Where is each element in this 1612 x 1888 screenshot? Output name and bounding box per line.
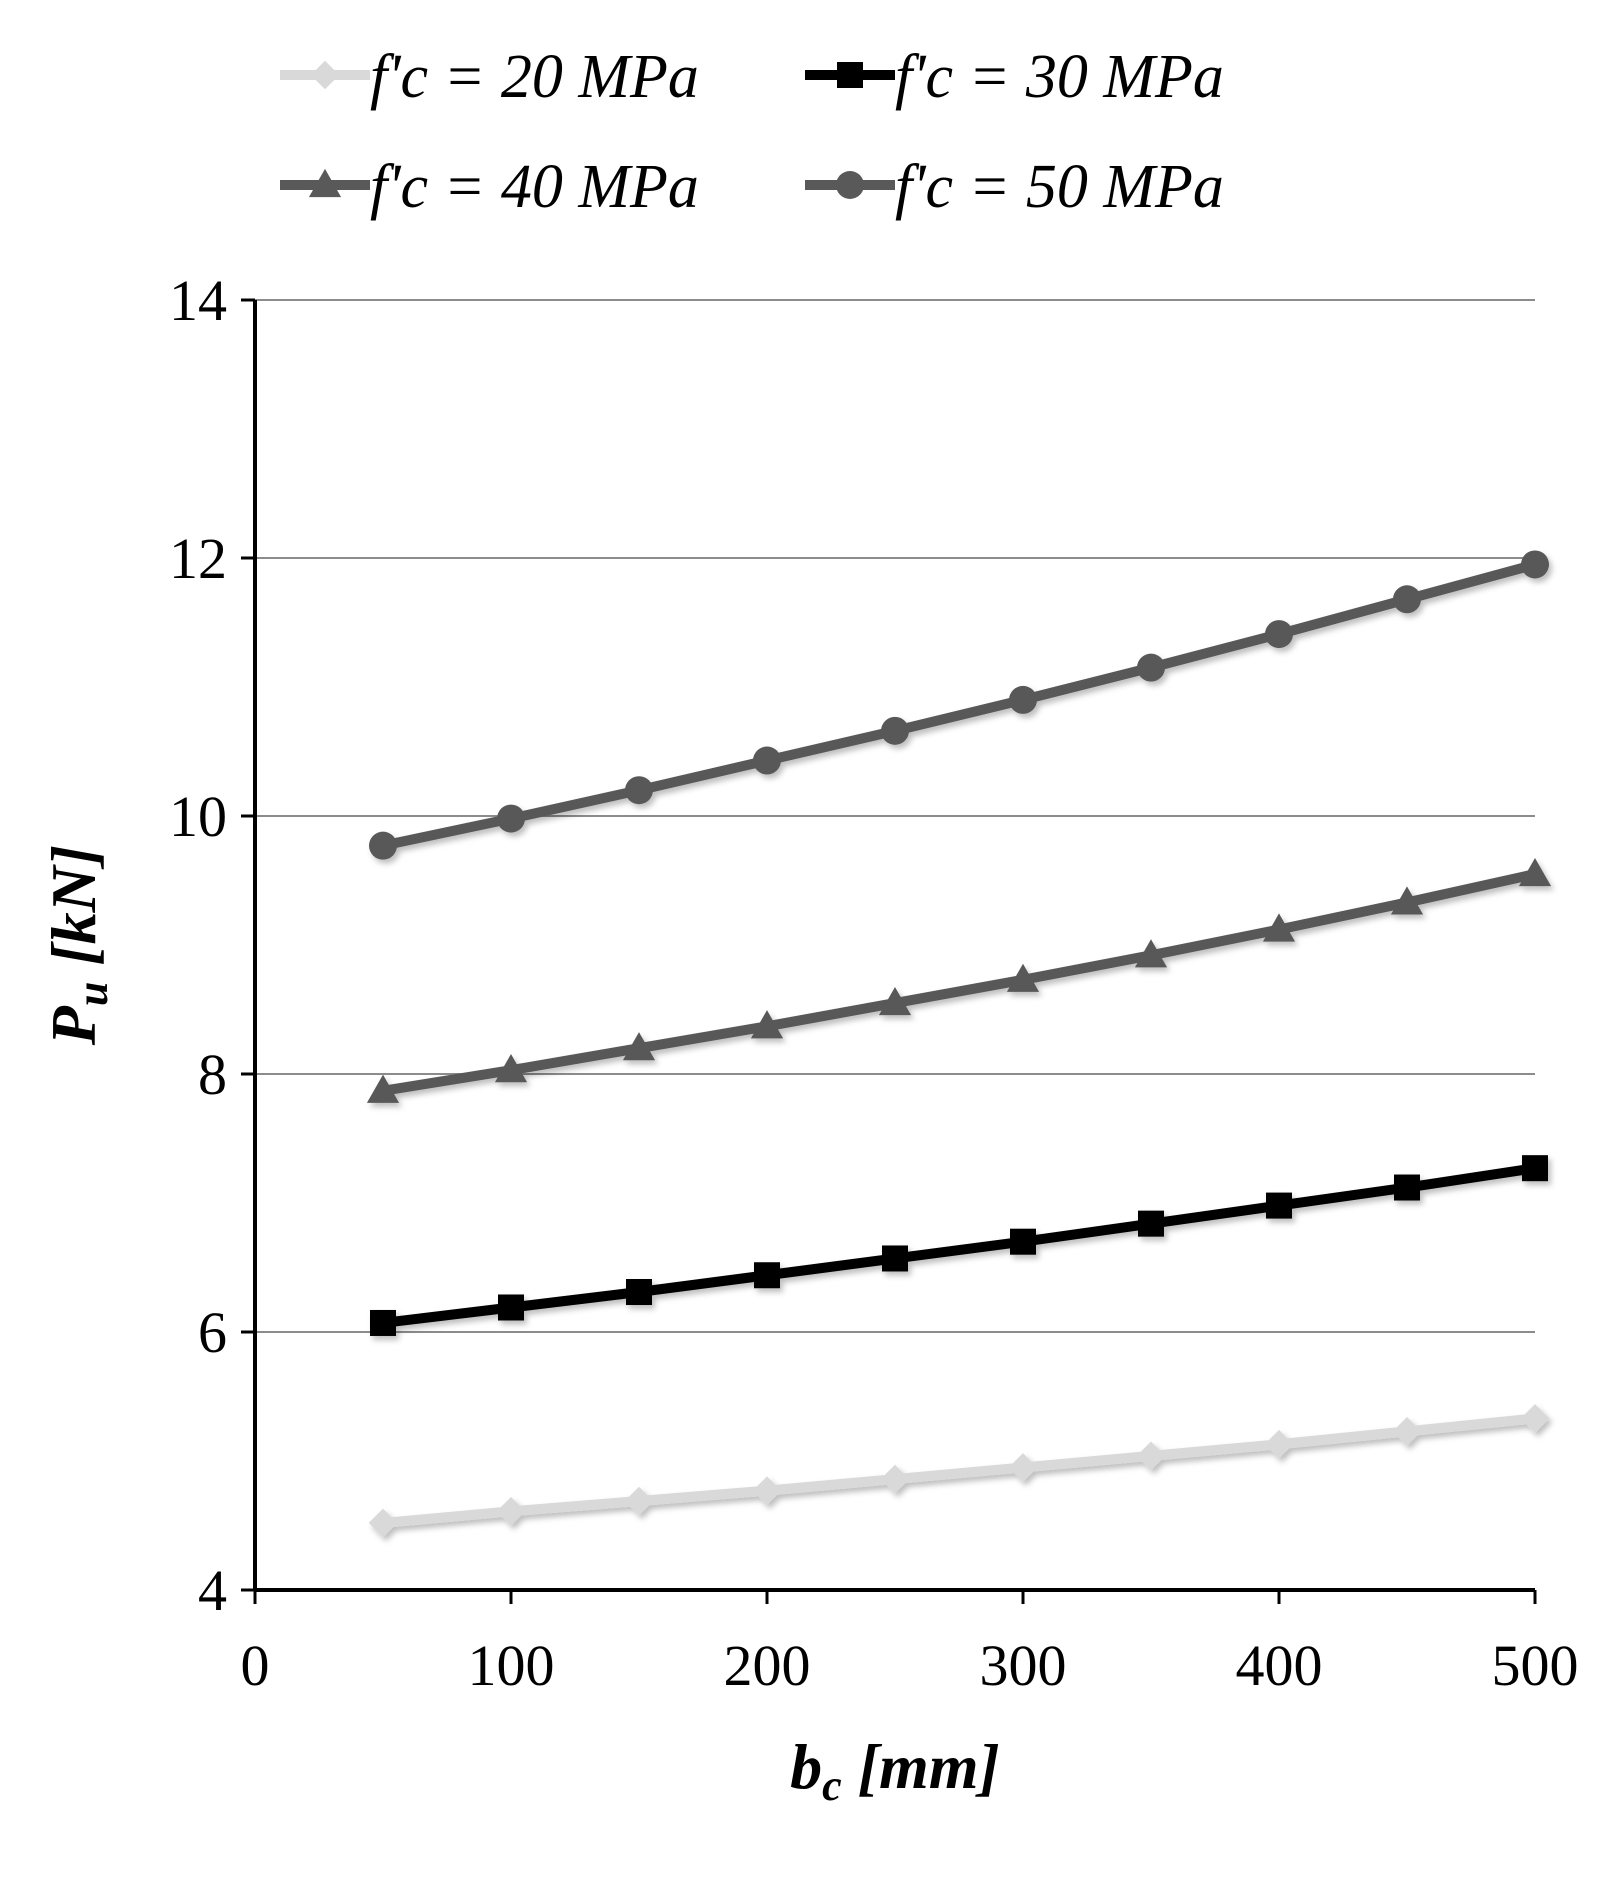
data-point (622, 1032, 656, 1061)
grid (255, 299, 1535, 1333)
data-point (880, 1464, 910, 1494)
y-tick-label: 14 (169, 268, 227, 333)
legend-label: f'c = 40 MPa (370, 153, 699, 221)
data-point (1136, 1441, 1166, 1471)
legend-swatch-marker (836, 171, 864, 199)
x-tick-label: 500 (1492, 1633, 1579, 1698)
data-point (1006, 963, 1040, 992)
data-point (1265, 620, 1293, 649)
legend: f'c = 20 MPa f'c = 30 MPa f'c = 40 MPa f'c … (280, 43, 1224, 221)
data-point (1390, 886, 1424, 915)
data-point (750, 1010, 784, 1039)
data-point (1008, 1453, 1038, 1482)
y-tick-label: 6 (198, 1300, 227, 1365)
data-point (754, 1262, 780, 1289)
data-point (1393, 585, 1421, 614)
series-group (366, 550, 1552, 1538)
y-tick-label: 10 (169, 784, 227, 849)
series-2 (370, 1155, 1548, 1336)
series-line (382, 1163, 1536, 1328)
data-point (370, 1309, 396, 1336)
data-point (753, 746, 781, 775)
series-4 (369, 550, 1549, 860)
data-point (625, 776, 653, 805)
x-tick-label: 300 (980, 1633, 1067, 1698)
legend-label: f'c = 30 MPa (895, 43, 1224, 111)
data-point (1010, 1228, 1036, 1255)
legend-swatch-marker (310, 60, 340, 90)
y-tick-label: 12 (169, 526, 227, 591)
data-point (881, 716, 909, 745)
legend-label: f'c = 50 MPa (895, 153, 1224, 221)
legend-swatch-marker (837, 62, 863, 88)
x-tick-label: 0 (241, 1633, 270, 1698)
data-point (1521, 550, 1549, 579)
data-point (1392, 1417, 1422, 1446)
data-point (882, 1245, 908, 1272)
data-point (878, 986, 912, 1016)
data-point (624, 1486, 654, 1516)
legend-item: f'c = 30 MPa (805, 43, 1224, 111)
data-point (498, 1294, 524, 1321)
data-point (1520, 1404, 1550, 1433)
legend-label: f'c = 20 MPa (370, 43, 699, 111)
data-point (1266, 1192, 1292, 1219)
series-line (381, 559, 1537, 851)
data-point (1262, 913, 1296, 942)
legend-item: f'c = 20 MPa (280, 43, 699, 111)
x-axis-title: bc [mm] (790, 1731, 1000, 1810)
data-point (1009, 685, 1037, 714)
data-point (366, 1074, 400, 1103)
legend-item: f'c = 40 MPa (280, 153, 699, 221)
data-point (494, 1054, 528, 1083)
x-tick-label: 100 (468, 1633, 555, 1698)
series-line (382, 1413, 1536, 1528)
data-point (626, 1279, 652, 1306)
legend-item: f'c = 50 MPa (805, 153, 1224, 221)
x-tick-label: 400 (1236, 1633, 1323, 1698)
data-point (1394, 1174, 1420, 1201)
y-tick-label: 4 (198, 1558, 227, 1623)
data-point (497, 804, 525, 833)
data-point (1137, 653, 1165, 682)
legend-swatch-marker (308, 168, 342, 198)
data-point (1518, 857, 1552, 887)
data-point (752, 1476, 782, 1505)
y-tick-label: 8 (198, 1042, 227, 1107)
series-3 (366, 857, 1552, 1103)
data-point (1134, 939, 1168, 968)
data-point (496, 1497, 526, 1526)
series-line (382, 869, 1537, 1096)
data-point (1264, 1429, 1294, 1459)
tick-labels: 4 6 8 10 12 14 0 100 200 300 400 500 (169, 268, 1579, 1698)
axes (241, 298, 1537, 1604)
data-point (368, 1508, 398, 1538)
series-1 (368, 1404, 1550, 1538)
data-point (369, 831, 397, 860)
data-point (1522, 1155, 1548, 1182)
data-point (1138, 1210, 1164, 1237)
x-tick-label: 200 (724, 1633, 811, 1698)
y-axis-title: Pu [kN] (38, 845, 117, 1046)
